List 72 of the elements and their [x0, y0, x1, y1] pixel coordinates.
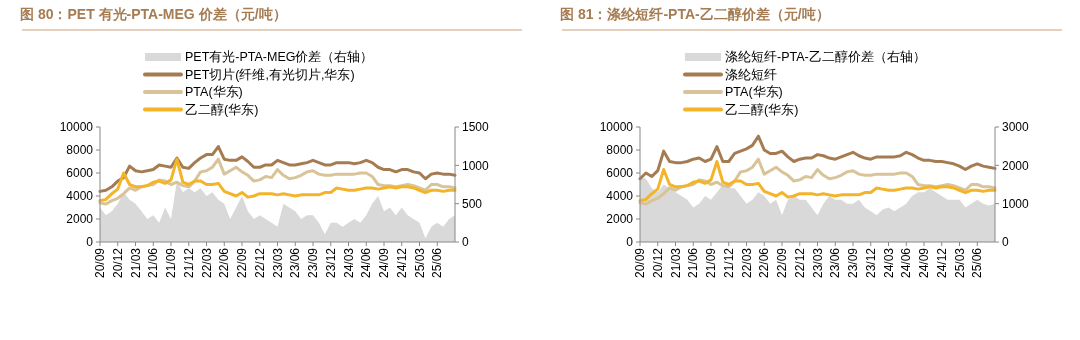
x-tick-label: 22/03 [199, 247, 214, 279]
x-tick-label: 22/09 [775, 247, 790, 279]
y2-tick-label: 0 [462, 235, 469, 250]
x-tick-label: 23/03 [270, 247, 285, 279]
x-tick-label: 24/09 [377, 247, 392, 279]
y2-tick-label: 1000 [1002, 196, 1030, 211]
y-tick-label: 8000 [66, 143, 94, 158]
y2-tick-label: 1500 [462, 120, 490, 135]
x-tick-label: 23/12 [863, 247, 878, 279]
x-tick-label: 22/06 [757, 247, 772, 279]
y2-tick-label: 2000 [1002, 158, 1030, 173]
x-tick-label: 21/12 [181, 247, 196, 279]
x-tick-label: 21/03 [128, 247, 143, 279]
x-tick-label: 24/03 [341, 247, 356, 279]
y-tick-label: 8000 [606, 143, 634, 158]
y-tick-label: 2000 [606, 212, 634, 227]
legend-label: PTA(华东) [185, 85, 243, 100]
y2-tick-label: 3000 [1002, 120, 1030, 135]
x-tick-label: 22/03 [739, 247, 754, 279]
x-tick-label: 25/06 [970, 247, 985, 279]
y2-tick-label: 500 [462, 196, 483, 211]
x-tick-label: 21/06 [686, 247, 701, 279]
x-tick-label: 21/09 [704, 247, 719, 279]
x-tick-label: 21/12 [721, 247, 736, 279]
x-tick-label: 20/12 [110, 247, 125, 279]
y-tick-label: 10000 [599, 120, 634, 135]
legend-label: PET有光-PTA-MEG价差（右轴） [185, 50, 374, 65]
y-tick-label: 0 [626, 235, 634, 250]
x-tick-label: 22/12 [252, 247, 267, 279]
chart-title: 图 80：PET 有光-PTA-MEG 价差（元/吨） [20, 6, 287, 22]
x-tick-label: 20/09 [633, 247, 648, 279]
y-tick-label: 0 [86, 235, 94, 250]
x-tick-label: 25/06 [430, 247, 445, 279]
x-tick-label: 22/06 [217, 247, 232, 279]
legend-label: 乙二醇(华东) [725, 102, 799, 117]
x-tick-label: 23/06 [828, 247, 843, 279]
line-series [638, 134, 997, 181]
y-tick-label: 4000 [606, 189, 634, 204]
x-tick-label: 24/12 [934, 247, 949, 279]
x-tick-label: 24/09 [917, 247, 932, 279]
y-tick-label: 10000 [59, 120, 94, 135]
chart-title: 图 81：涤纶短纤-PTA-乙二醇价差（元/吨） [560, 6, 830, 22]
y2-tick-label: 0 [1002, 235, 1009, 250]
legend-label: 乙二醇(华东) [185, 102, 259, 117]
y-tick-label: 4000 [66, 189, 94, 204]
x-tick-label: 25/03 [412, 247, 427, 279]
x-tick-label: 21/06 [146, 247, 161, 279]
y-tick-label: 6000 [606, 166, 634, 181]
x-tick-label: 21/03 [668, 247, 683, 279]
x-tick-label: 20/09 [93, 247, 108, 279]
x-tick-label: 23/12 [323, 247, 338, 279]
x-tick-label: 24/06 [359, 247, 374, 279]
x-tick-label: 23/06 [288, 247, 303, 279]
x-tick-label: 20/12 [650, 247, 665, 279]
x-tick-label: 22/12 [792, 247, 807, 279]
x-tick-label: 24/03 [881, 247, 896, 279]
x-tick-label: 23/03 [810, 247, 825, 279]
y-tick-label: 6000 [66, 166, 94, 181]
x-tick-label: 24/12 [394, 247, 409, 279]
y-tick-label: 2000 [66, 212, 94, 227]
legend-label: PET切片(纤维,有光切片,华东) [185, 67, 355, 82]
x-tick-label: 23/09 [846, 247, 861, 279]
x-tick-label: 25/03 [952, 247, 967, 279]
legend-label: 涤纶短纤-PTA-乙二醇价差（右轴） [725, 50, 926, 65]
y2-tick-label: 1000 [462, 158, 490, 173]
x-tick-label: 21/09 [164, 247, 179, 279]
x-tick-label: 23/09 [306, 247, 321, 279]
legend-label: 涤纶短纤 [725, 67, 777, 82]
line-series [98, 145, 457, 193]
legend-label: PTA(华东) [725, 85, 783, 100]
x-tick-label: 22/09 [235, 247, 250, 279]
x-tick-label: 24/06 [899, 247, 914, 279]
